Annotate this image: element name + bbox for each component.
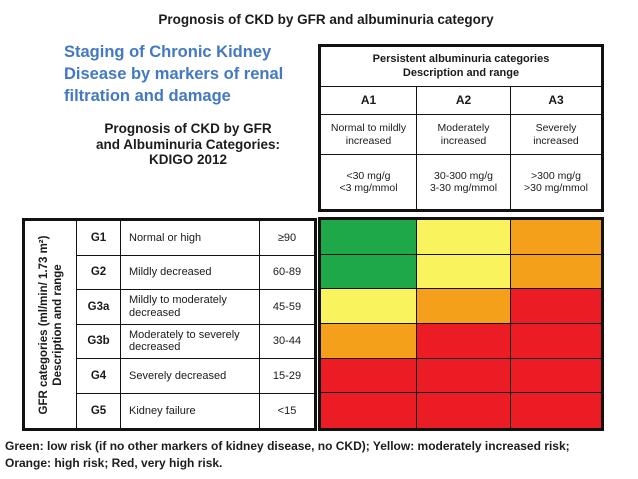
- gfr-desc-g4: Severely decreased: [121, 359, 260, 394]
- albuminuria-range-a1-line2: <3 mg/mmol: [339, 182, 398, 194]
- risk-cell-g5-a1: [321, 393, 417, 428]
- albuminuria-range-a1: <30 mg/g <3 mg/mmol: [321, 155, 417, 209]
- albuminuria-code-a2: A2: [417, 87, 511, 115]
- risk-cell-g3b-a1: [321, 324, 417, 359]
- risk-cell-g1-a2: [417, 220, 511, 255]
- figure-subtitle-line1: Prognosis of CKD by GFR: [104, 121, 272, 136]
- gfr-code-g2: G2: [77, 255, 121, 290]
- risk-cell-g4-a1: [321, 358, 417, 394]
- gfr-code-g1: G1: [77, 221, 121, 256]
- risk-legend: Green: low risk (if no other markers of …: [5, 438, 637, 472]
- albuminuria-header-line1: Persistent albuminuria categories: [372, 53, 550, 65]
- albuminuria-table: Persistent albuminuria categories Descri…: [318, 44, 604, 212]
- figure-subtitle: Prognosis of CKD by GFR and Albuminuria …: [54, 121, 322, 168]
- gfr-table: GFR categories (ml/min/ 1.73 m²) Descrip…: [22, 218, 317, 431]
- gfr-desc-g3b: Moderately to severely decreased: [121, 324, 260, 359]
- gfr-range-g1: ≥90: [260, 221, 314, 256]
- albuminuria-range-a2-line1: 30-300 mg/g: [434, 169, 493, 182]
- gfr-code-g4: G4: [77, 359, 121, 394]
- risk-legend-line2: Orange: high risk; Red, very high risk.: [5, 456, 223, 470]
- albuminuria-range-a3-line1: >300 mg/g: [531, 169, 581, 182]
- albuminuria-range-a2: 30-300 mg/g 3-30 mg/mmol: [417, 155, 511, 209]
- risk-cell-g3b-a2: [417, 324, 511, 359]
- gfr-range-g4: 15-29: [260, 359, 314, 394]
- gfr-desc-g3a: Mildly to moderately decreased: [121, 290, 260, 325]
- risk-cell-g3a-a3: [511, 289, 601, 324]
- figure-subtitle-line3: KDIGO 2012: [148, 152, 228, 167]
- risk-cell-g3a-a2: [417, 289, 511, 324]
- albuminuria-header-line2: Description and range: [402, 66, 520, 79]
- risk-cell-g4-a2: [417, 358, 511, 394]
- gfr-code-g3b: G3b: [77, 324, 121, 359]
- albuminuria-code-a1: A1: [321, 87, 417, 115]
- risk-cell-g2-a3: [511, 254, 601, 290]
- risk-cell-g2-a2: [417, 254, 511, 290]
- gfr-range-g2: 60-89: [260, 256, 314, 290]
- gfr-axis-label-line1: GFR categories (ml/min/ 1.73 m²): [37, 235, 50, 414]
- albuminuria-desc-a3: Severely increased: [511, 115, 601, 155]
- slide-heading: Staging of Chronic Kidney Disease by mar…: [64, 43, 284, 105]
- albuminuria-code-a3: A3: [511, 87, 601, 115]
- albuminuria-range-a2-line2: 3-30 mg/mmol: [429, 182, 498, 194]
- risk-cell-g1-a3: [511, 220, 601, 255]
- gfr-range-g3a: 45-59: [260, 290, 314, 325]
- gfr-desc-g5: Kidney failure: [121, 393, 260, 428]
- risk-cell-g1-a1: [321, 220, 417, 255]
- gfr-desc-g2: Mildly decreased: [121, 255, 260, 290]
- gfr-axis-label: GFR categories (ml/min/ 1.73 m²) Descrip…: [25, 221, 77, 428]
- gfr-desc-g1: Normal or high: [121, 221, 260, 256]
- risk-cell-g4-a3: [511, 358, 601, 394]
- gfr-code-g3a: G3a: [77, 290, 121, 325]
- albuminuria-desc-a1: Normal to mildly increased: [321, 115, 417, 155]
- albuminuria-range-a3-line2: >30 mg/mmol: [524, 182, 588, 194]
- figure-title: Prognosis of CKD by GFR and albuminuria …: [158, 12, 494, 27]
- albuminuria-desc-a2: Moderately increased: [417, 115, 511, 155]
- albuminuria-header: Persistent albuminuria categories Descri…: [321, 47, 601, 87]
- gfr-range-g5: <15: [277, 404, 297, 417]
- gfr-axis-label-line2: Description and range: [51, 263, 64, 386]
- figure-subtitle-line2: and Albuminuria Categories:: [95, 136, 281, 152]
- gfr-range-g3b: 30-44: [260, 325, 314, 359]
- risk-cell-g3a-a1: [321, 289, 417, 324]
- gfr-code-g5: G5: [77, 393, 121, 428]
- risk-matrix: [318, 217, 604, 431]
- risk-legend-line1: Green: low risk (if no other markers of …: [5, 439, 570, 453]
- risk-cell-g3b-a3: [511, 324, 601, 359]
- risk-cell-g5-a3: [511, 393, 601, 428]
- risk-cell-g5-a2: [417, 393, 511, 428]
- albuminuria-range-a3: >300 mg/g >30 mg/mmol: [511, 155, 601, 209]
- albuminuria-range-a1-line1: <30 mg/g: [346, 169, 391, 182]
- risk-cell-g2-a1: [321, 254, 417, 290]
